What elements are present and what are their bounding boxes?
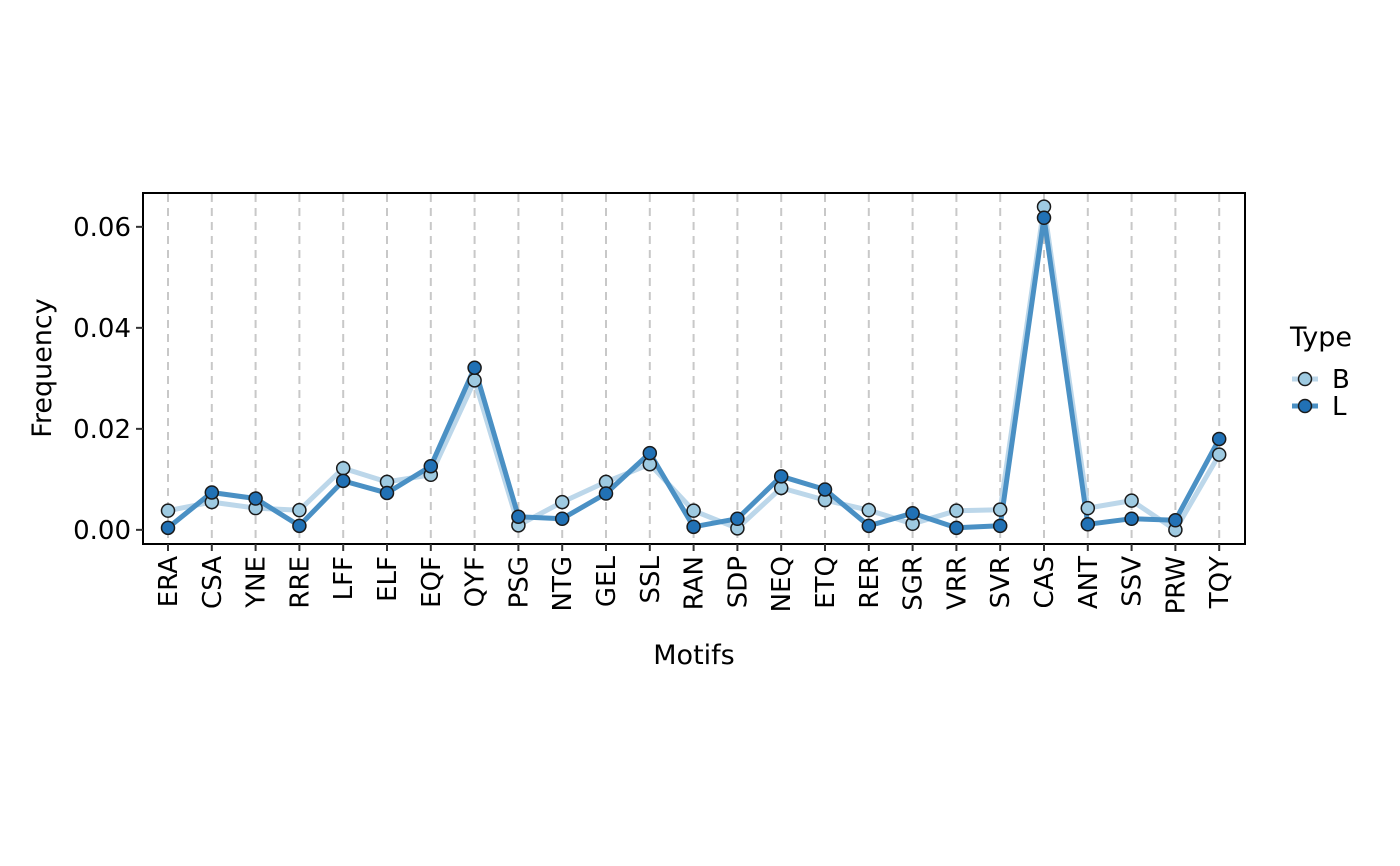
data-point-L	[773, 469, 789, 484]
data-point-L	[598, 486, 614, 501]
y-tick-label: 0.02	[73, 415, 131, 445]
data-point-L	[160, 520, 176, 536]
x-tick-label: ANT	[1074, 556, 1104, 609]
data-point-L	[642, 445, 658, 461]
data-point-B	[292, 502, 307, 518]
data-point-L	[992, 518, 1008, 534]
x-tick-label: NTG	[548, 556, 578, 611]
x-tick-label: SSV	[1118, 556, 1148, 607]
x-tick-label: PSG	[504, 556, 534, 608]
x-tick-label: CAS	[1030, 556, 1060, 608]
x-tick-label: GEL	[592, 555, 622, 607]
data-point-L	[423, 458, 439, 474]
data-point-B	[1080, 500, 1096, 516]
x-tick-label: CSA	[198, 556, 228, 609]
data-point-L	[686, 519, 701, 535]
x-tick-label: SVR	[986, 556, 1016, 608]
data-point-L	[1211, 431, 1227, 447]
y-tick-label: 0.06	[73, 213, 131, 243]
data-point-L	[379, 485, 395, 501]
x-tick-label: SSL	[636, 555, 666, 603]
legend-label: L	[1332, 392, 1347, 422]
data-point-B	[335, 460, 351, 476]
x-tick-label: RAN	[680, 556, 710, 610]
x-tick-label: TQY	[1205, 556, 1235, 609]
data-point-L	[511, 509, 526, 524]
series-layer	[160, 199, 1227, 538]
x-tick-label: YNE	[242, 556, 272, 609]
data-point-L	[467, 360, 482, 375]
data-point-L	[1124, 511, 1139, 526]
x-tick-label: RER	[855, 556, 885, 609]
x-tick-label: ELF	[373, 556, 403, 602]
data-point-L	[1168, 513, 1183, 528]
data-point-L	[1080, 517, 1096, 532]
x-tick-label: NEQ	[767, 556, 797, 612]
x-tick-label: LFF	[329, 556, 359, 600]
x-tick-label: VRR	[942, 556, 972, 610]
data-point-B	[992, 502, 1008, 517]
data-point-L	[204, 485, 220, 500]
legend-label: B	[1332, 365, 1350, 395]
data-point-B	[554, 494, 570, 510]
data-point-B	[686, 503, 701, 518]
x-axis-label: Motifs	[653, 640, 734, 671]
x-axis: ERA CSA YNE RRE LFF ELF EQF QYF PSG NTG GEL SSL RAN S…	[154, 544, 1235, 614]
y-tick-label: 0.04	[73, 314, 131, 344]
x-tick-label: PRW	[1161, 556, 1191, 614]
data-point-L	[905, 505, 920, 521]
data-point-L	[817, 482, 833, 497]
y-axis-label: Frequency	[27, 298, 58, 438]
data-point-L	[861, 518, 877, 534]
x-tick-label: EQF	[417, 556, 447, 608]
y-axis: 0.00 0.02 0.04 0.06	[73, 213, 143, 546]
x-tick-label: QYF	[461, 556, 491, 607]
legend-title: Type	[1289, 322, 1352, 353]
data-point-L	[335, 473, 351, 489]
data-point-B	[949, 503, 964, 518]
legend: Type BL	[1289, 322, 1352, 422]
legend-key-point	[1297, 371, 1313, 387]
data-point-L	[1036, 210, 1052, 225]
data-point-L	[554, 511, 570, 526]
data-point-L	[730, 511, 745, 526]
legend-key-point	[1297, 398, 1313, 414]
data-point-B	[1211, 447, 1227, 462]
x-tick-label: ERA	[154, 556, 184, 607]
data-point-L	[248, 491, 263, 506]
data-point-B	[467, 373, 482, 388]
x-tick-label: SDP	[723, 556, 753, 608]
x-tick-label: SGR	[899, 556, 929, 611]
data-point-B	[1124, 493, 1139, 508]
data-point-B	[861, 502, 877, 518]
x-tick-label: RRE	[285, 556, 315, 609]
data-point-L	[949, 520, 964, 536]
data-point-B	[160, 503, 176, 518]
data-point-L	[292, 518, 307, 534]
y-tick-label: 0.00	[73, 516, 131, 546]
x-tick-label: ETQ	[811, 556, 841, 609]
